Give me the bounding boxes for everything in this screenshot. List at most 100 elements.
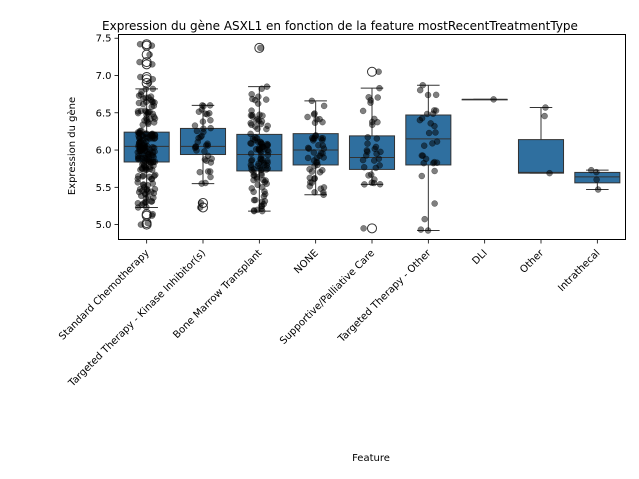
data-point bbox=[320, 102, 328, 110]
y-tick-label: 7.5 bbox=[96, 34, 112, 45]
data-point bbox=[370, 157, 378, 164]
data-point bbox=[310, 111, 318, 118]
data-point bbox=[138, 201, 145, 209]
data-point bbox=[541, 112, 548, 120]
data-point bbox=[143, 111, 150, 118]
outlier-marker bbox=[254, 42, 265, 53]
data-point bbox=[140, 95, 147, 102]
data-point bbox=[152, 171, 159, 179]
data-point bbox=[306, 166, 313, 173]
data-point bbox=[431, 200, 438, 207]
data-point bbox=[375, 68, 382, 76]
data-point bbox=[134, 179, 142, 186]
data-point bbox=[149, 75, 157, 83]
box bbox=[348, 135, 396, 170]
data-point bbox=[150, 158, 157, 166]
data-point bbox=[373, 135, 381, 142]
data-point bbox=[254, 100, 262, 107]
data-point bbox=[363, 147, 371, 154]
data-point bbox=[594, 186, 602, 193]
data-point bbox=[200, 125, 207, 132]
data-point bbox=[207, 116, 214, 124]
data-point bbox=[360, 225, 367, 232]
data-point bbox=[304, 144, 312, 152]
data-point bbox=[490, 96, 497, 103]
data-point bbox=[137, 73, 144, 81]
plot-marks: 5.0 5.5 6.0 6.5 7.0 7.5 Standard Chemotherapy T… bbox=[57, 34, 621, 390]
outlier-marker bbox=[367, 66, 377, 77]
data-point bbox=[204, 168, 212, 175]
data-point bbox=[253, 134, 261, 142]
data-point bbox=[202, 179, 209, 187]
x-tick-label: Supportive/Palliative Care bbox=[278, 248, 377, 347]
data-point bbox=[150, 113, 158, 121]
data-point bbox=[367, 171, 375, 178]
data-point bbox=[425, 129, 433, 137]
data-point bbox=[199, 118, 207, 125]
data-point bbox=[140, 159, 147, 167]
data-point bbox=[418, 172, 426, 180]
data-point bbox=[140, 144, 148, 152]
data-point bbox=[149, 152, 157, 159]
data-point bbox=[320, 189, 327, 196]
data-point bbox=[197, 199, 205, 207]
data-point bbox=[360, 163, 368, 171]
data-point bbox=[258, 166, 266, 173]
data-point bbox=[248, 185, 256, 192]
x-tick-label: Intrathecal bbox=[556, 248, 602, 294]
data-point bbox=[261, 178, 269, 186]
data-point bbox=[135, 129, 143, 136]
data-point bbox=[364, 140, 371, 147]
data-point bbox=[134, 109, 142, 117]
data-point bbox=[257, 139, 265, 146]
data-point bbox=[148, 198, 156, 205]
plot-frame bbox=[118, 34, 626, 240]
y-tick-label: 5.5 bbox=[96, 183, 112, 194]
data-point bbox=[319, 166, 326, 174]
data-point bbox=[134, 152, 142, 160]
data-point bbox=[319, 137, 326, 144]
data-point bbox=[204, 152, 212, 160]
data-point bbox=[432, 107, 440, 114]
data-point bbox=[137, 221, 145, 228]
data-point bbox=[146, 51, 153, 58]
data-point bbox=[250, 207, 258, 214]
data-point bbox=[419, 81, 426, 89]
data-point bbox=[432, 129, 439, 136]
data-point bbox=[258, 85, 265, 92]
data-point bbox=[139, 100, 147, 108]
data-point bbox=[204, 142, 212, 149]
data-point bbox=[136, 58, 143, 66]
data-point bbox=[431, 167, 438, 175]
data-point bbox=[197, 133, 204, 141]
x-tick-label: DLI bbox=[471, 248, 490, 267]
data-point bbox=[368, 118, 376, 126]
data-point bbox=[149, 61, 156, 68]
data-point bbox=[593, 168, 600, 176]
data-point bbox=[376, 84, 383, 92]
data-point bbox=[148, 42, 156, 49]
x-tick-label: Targeted Therapy - Other bbox=[336, 247, 434, 345]
data-point bbox=[372, 164, 380, 172]
data-point bbox=[593, 176, 600, 183]
data-point bbox=[148, 103, 155, 111]
data-point bbox=[149, 210, 156, 218]
data-point bbox=[264, 122, 271, 130]
data-point bbox=[151, 185, 159, 193]
y-tick-label: 7.0 bbox=[96, 71, 112, 82]
data-point bbox=[207, 159, 215, 166]
data-point bbox=[257, 44, 264, 52]
data-point bbox=[359, 156, 367, 164]
data-point bbox=[148, 133, 156, 140]
data-point bbox=[255, 117, 263, 124]
data-point bbox=[422, 155, 430, 163]
data-point bbox=[542, 104, 549, 111]
data-point bbox=[304, 154, 312, 162]
data-point bbox=[364, 134, 372, 141]
chart-title: Expression du gène ASXL1 en fonction de … bbox=[102, 19, 578, 33]
data-point bbox=[376, 180, 384, 188]
data-point bbox=[207, 124, 214, 132]
data-point bbox=[317, 150, 325, 157]
x-tick-label: NONE bbox=[292, 248, 320, 276]
data-point bbox=[313, 116, 320, 123]
